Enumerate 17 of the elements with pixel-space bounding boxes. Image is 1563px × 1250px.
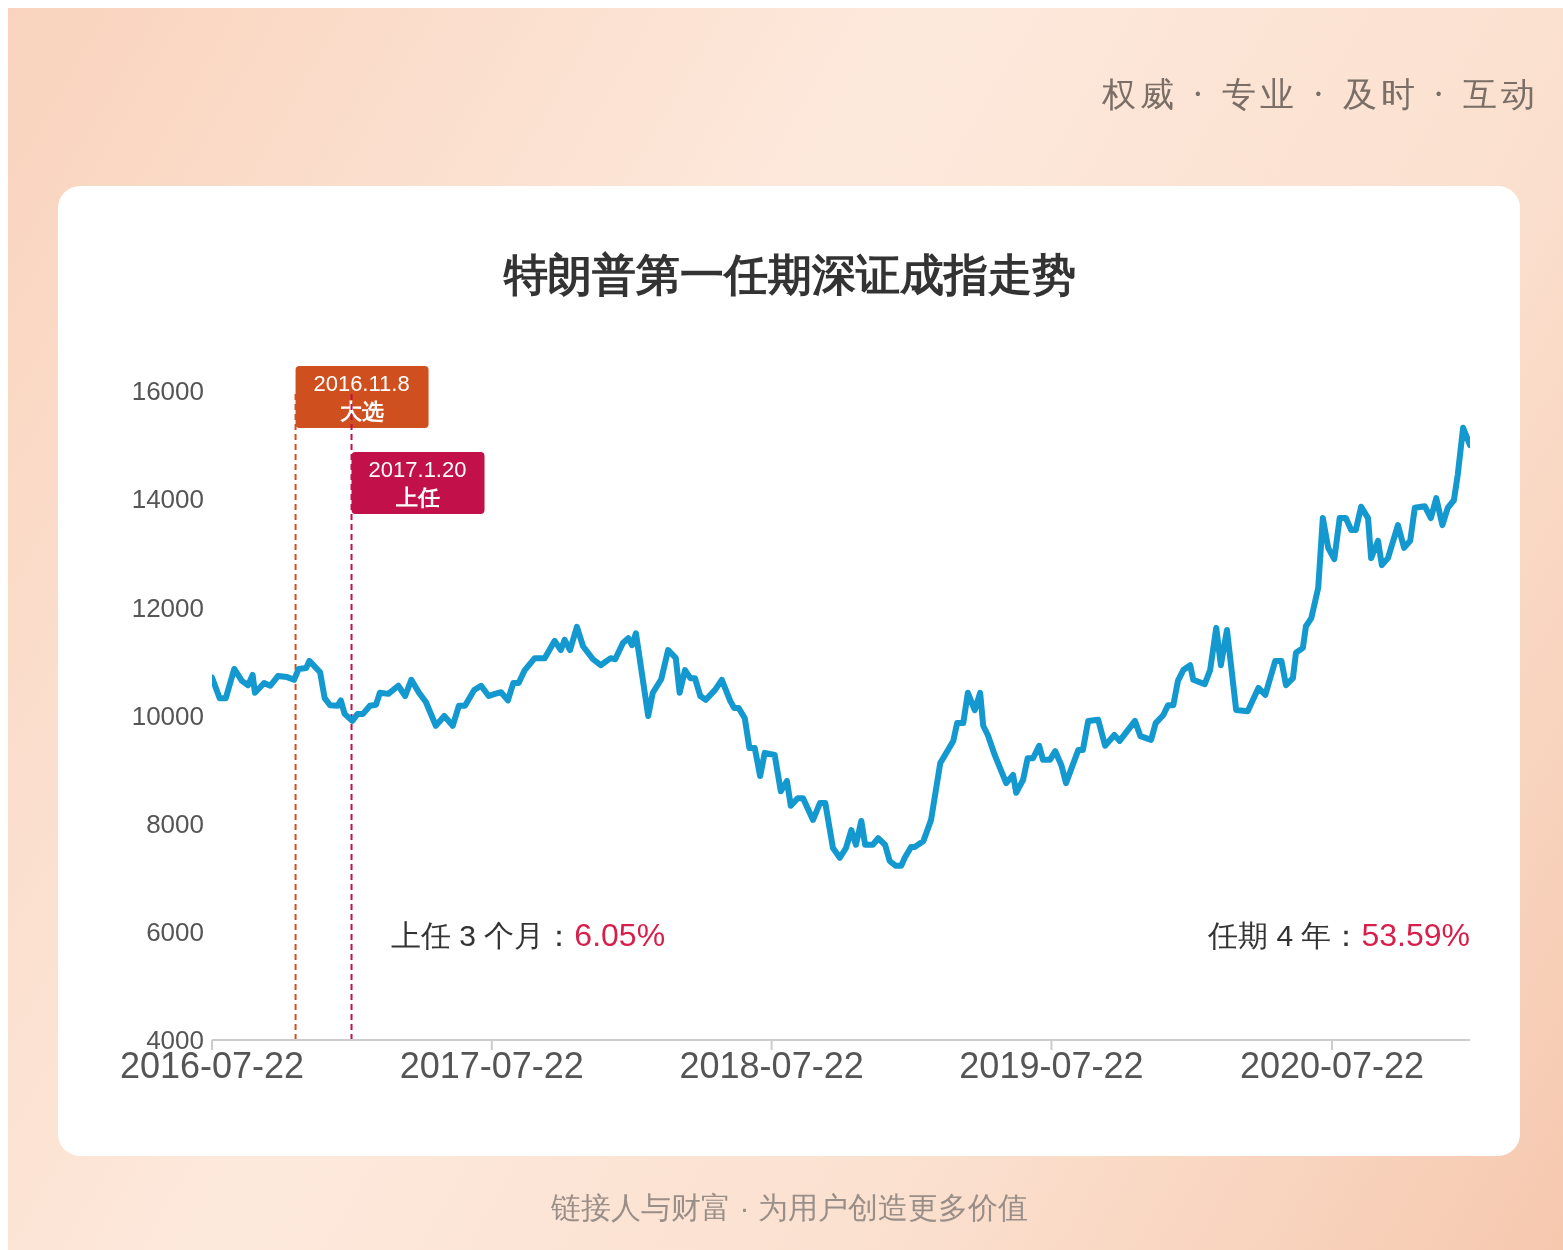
chart-title: 特朗普第一任期深证成指走势 <box>502 249 1077 301</box>
x-tick-label: 2018-07-22 <box>679 1044 864 1086</box>
x-tick-label: 2017-07-22 <box>399 1044 584 1086</box>
y-tick-label: 16000 <box>131 376 204 407</box>
annotation: 任期 4 年：53.59% <box>1208 916 1470 955</box>
text: 权威 · 专业 · 及时 · 互动 <box>1101 73 1539 116</box>
y-tick-label: 8000 <box>146 808 204 839</box>
x-tick-label: 2020-07-22 <box>1239 1044 1425 1086</box>
y-tick-label: 6000 <box>146 917 204 948</box>
ref-line-label: 2017.1.20 上任 <box>368 457 467 510</box>
ref-line-label: 2016.11.8 大选 <box>313 371 410 424</box>
y-tick-label: 12000 <box>131 592 204 623</box>
text: 链接人与财富 · 为用户创造更多价值 <box>550 1190 1029 1226</box>
annotation: 上任 3 个月：6.05% <box>391 916 666 955</box>
x-tick-label: 2019-07-22 <box>959 1044 1144 1086</box>
y-tick-label: 14000 <box>131 484 204 515</box>
y-tick-label: 10000 <box>131 700 204 731</box>
